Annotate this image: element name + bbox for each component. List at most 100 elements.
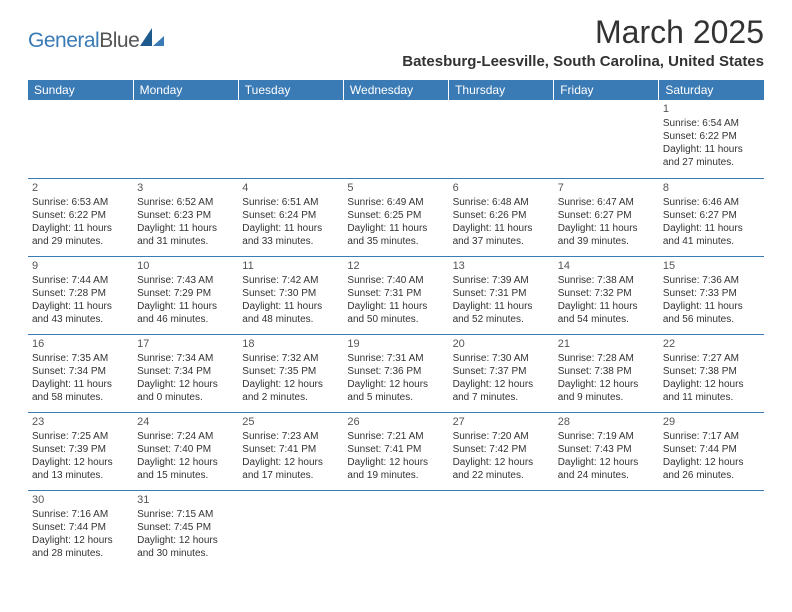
calendar-empty-cell (28, 100, 133, 178)
sunrise-text: Sunrise: 6:46 AM (663, 196, 760, 209)
calendar-day-cell: 10Sunrise: 7:43 AMSunset: 7:29 PMDayligh… (133, 256, 238, 334)
calendar-day-cell: 2Sunrise: 6:53 AMSunset: 6:22 PMDaylight… (28, 178, 133, 256)
sunrise-text: Sunrise: 7:28 AM (558, 352, 655, 365)
day-number: 18 (242, 337, 339, 351)
calendar-day-cell: 5Sunrise: 6:49 AMSunset: 6:25 PMDaylight… (343, 178, 448, 256)
calendar-day-cell: 4Sunrise: 6:51 AMSunset: 6:24 PMDaylight… (238, 178, 343, 256)
day-number: 11 (242, 259, 339, 273)
daylight-text: and 19 minutes. (347, 469, 444, 482)
sunrise-text: Sunrise: 7:25 AM (32, 430, 129, 443)
sunrise-text: Sunrise: 7:20 AM (453, 430, 550, 443)
daylight-text: and 43 minutes. (32, 313, 129, 326)
calendar-empty-cell (343, 490, 448, 568)
sunset-text: Sunset: 6:26 PM (453, 209, 550, 222)
day-number: 21 (558, 337, 655, 351)
daylight-text: and 27 minutes. (663, 156, 760, 169)
calendar-day-cell: 6Sunrise: 6:48 AMSunset: 6:26 PMDaylight… (449, 178, 554, 256)
daylight-text: Daylight: 12 hours (453, 456, 550, 469)
daylight-text: Daylight: 11 hours (137, 300, 234, 313)
daylight-text: and 31 minutes. (137, 235, 234, 248)
calendar-day-cell: 30Sunrise: 7:16 AMSunset: 7:44 PMDayligh… (28, 490, 133, 568)
calendar-day-cell: 21Sunrise: 7:28 AMSunset: 7:38 PMDayligh… (554, 334, 659, 412)
weekday-header: Tuesday (238, 80, 343, 100)
sunset-text: Sunset: 7:37 PM (453, 365, 550, 378)
sunset-text: Sunset: 6:23 PM (137, 209, 234, 222)
calendar-body: 1Sunrise: 6:54 AMSunset: 6:22 PMDaylight… (28, 100, 764, 568)
day-number: 22 (663, 337, 760, 351)
sunset-text: Sunset: 7:45 PM (137, 521, 234, 534)
daylight-text: Daylight: 12 hours (663, 456, 760, 469)
calendar-empty-cell (554, 490, 659, 568)
day-number: 3 (137, 181, 234, 195)
calendar-day-cell: 19Sunrise: 7:31 AMSunset: 7:36 PMDayligh… (343, 334, 448, 412)
day-number: 25 (242, 415, 339, 429)
sunrise-text: Sunrise: 6:53 AM (32, 196, 129, 209)
sunrise-text: Sunrise: 7:19 AM (558, 430, 655, 443)
logo-sail-icon (140, 28, 166, 53)
sunset-text: Sunset: 7:38 PM (558, 365, 655, 378)
brand-logo: GeneralBlue (28, 28, 166, 53)
day-number: 27 (453, 415, 550, 429)
daylight-text: and 11 minutes. (663, 391, 760, 404)
sunrise-text: Sunrise: 7:36 AM (663, 274, 760, 287)
sunset-text: Sunset: 7:42 PM (453, 443, 550, 456)
calendar-day-cell: 31Sunrise: 7:15 AMSunset: 7:45 PMDayligh… (133, 490, 238, 568)
sunset-text: Sunset: 7:28 PM (32, 287, 129, 300)
sunset-text: Sunset: 7:38 PM (663, 365, 760, 378)
calendar-day-cell: 1Sunrise: 6:54 AMSunset: 6:22 PMDaylight… (659, 100, 764, 178)
daylight-text: and 28 minutes. (32, 547, 129, 560)
daylight-text: and 37 minutes. (453, 235, 550, 248)
calendar-day-cell: 3Sunrise: 6:52 AMSunset: 6:23 PMDaylight… (133, 178, 238, 256)
sunrise-text: Sunrise: 6:48 AM (453, 196, 550, 209)
daylight-text: and 2 minutes. (242, 391, 339, 404)
day-number: 16 (32, 337, 129, 351)
daylight-text: and 52 minutes. (453, 313, 550, 326)
calendar-day-cell: 12Sunrise: 7:40 AMSunset: 7:31 PMDayligh… (343, 256, 448, 334)
day-number: 10 (137, 259, 234, 273)
sunrise-text: Sunrise: 7:27 AM (663, 352, 760, 365)
calendar-day-cell: 11Sunrise: 7:42 AMSunset: 7:30 PMDayligh… (238, 256, 343, 334)
daylight-text: and 33 minutes. (242, 235, 339, 248)
calendar-day-cell: 20Sunrise: 7:30 AMSunset: 7:37 PMDayligh… (449, 334, 554, 412)
weekday-header: Thursday (449, 80, 554, 100)
sunset-text: Sunset: 7:44 PM (663, 443, 760, 456)
daylight-text: Daylight: 12 hours (242, 378, 339, 391)
sunset-text: Sunset: 7:44 PM (32, 521, 129, 534)
sunrise-text: Sunrise: 7:42 AM (242, 274, 339, 287)
sunset-text: Sunset: 7:32 PM (558, 287, 655, 300)
daylight-text: Daylight: 12 hours (558, 456, 655, 469)
daylight-text: Daylight: 12 hours (137, 534, 234, 547)
calendar-day-cell: 27Sunrise: 7:20 AMSunset: 7:42 PMDayligh… (449, 412, 554, 490)
sunrise-text: Sunrise: 7:30 AM (453, 352, 550, 365)
daylight-text: Daylight: 12 hours (663, 378, 760, 391)
calendar-day-cell: 28Sunrise: 7:19 AMSunset: 7:43 PMDayligh… (554, 412, 659, 490)
daylight-text: and 26 minutes. (663, 469, 760, 482)
weekday-header: Sunday (28, 80, 133, 100)
daylight-text: and 9 minutes. (558, 391, 655, 404)
daylight-text: Daylight: 11 hours (347, 222, 444, 235)
day-number: 9 (32, 259, 129, 273)
sunset-text: Sunset: 7:30 PM (242, 287, 339, 300)
daylight-text: and 58 minutes. (32, 391, 129, 404)
sunrise-text: Sunrise: 6:49 AM (347, 196, 444, 209)
calendar-empty-cell (449, 490, 554, 568)
sunset-text: Sunset: 7:36 PM (347, 365, 444, 378)
daylight-text: Daylight: 12 hours (32, 456, 129, 469)
sunrise-text: Sunrise: 7:17 AM (663, 430, 760, 443)
weekday-header: Friday (554, 80, 659, 100)
day-number: 31 (137, 493, 234, 507)
sunset-text: Sunset: 7:39 PM (32, 443, 129, 456)
sunrise-text: Sunrise: 6:47 AM (558, 196, 655, 209)
logo-text-part1: General (28, 29, 99, 52)
daylight-text: Daylight: 11 hours (663, 300, 760, 313)
day-number: 4 (242, 181, 339, 195)
sunset-text: Sunset: 6:22 PM (663, 130, 760, 143)
day-number: 24 (137, 415, 234, 429)
sunrise-text: Sunrise: 7:31 AM (347, 352, 444, 365)
calendar-empty-cell (238, 100, 343, 178)
daylight-text: Daylight: 12 hours (347, 378, 444, 391)
sunset-text: Sunset: 7:31 PM (347, 287, 444, 300)
day-number: 1 (663, 102, 760, 116)
daylight-text: and 30 minutes. (137, 547, 234, 560)
sunrise-text: Sunrise: 6:52 AM (137, 196, 234, 209)
